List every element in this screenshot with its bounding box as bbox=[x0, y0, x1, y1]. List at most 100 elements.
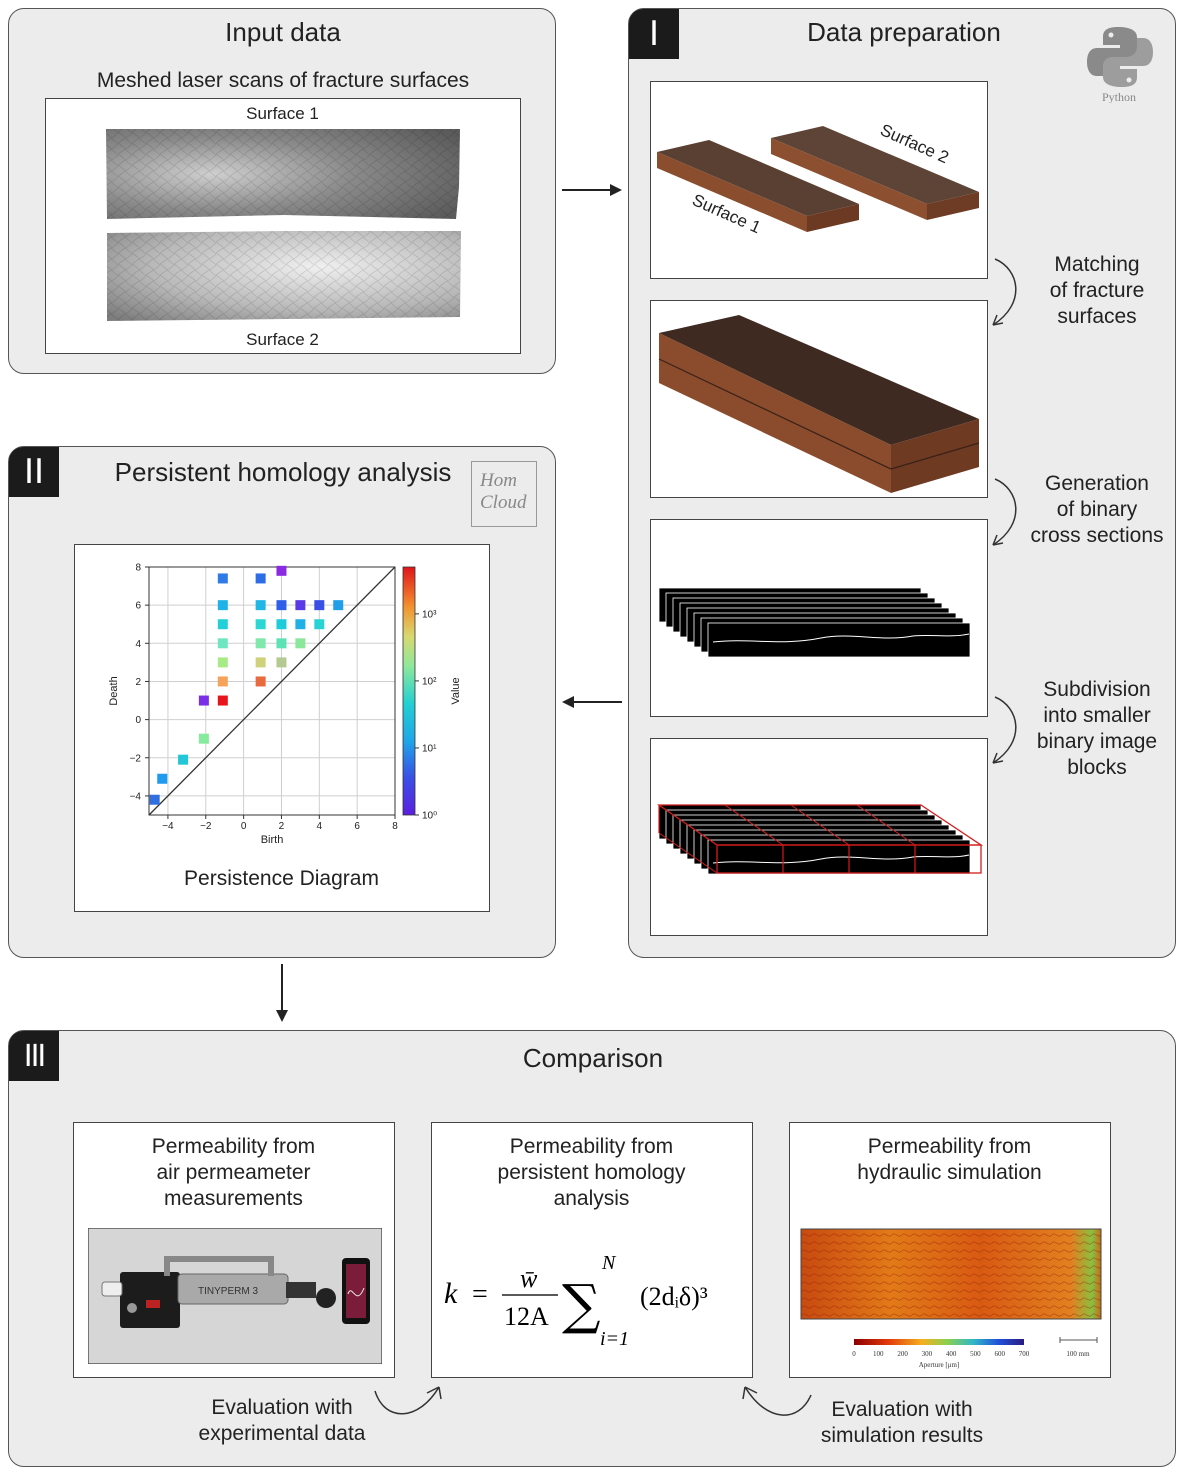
homcloud-logo: Hom Cloud bbox=[471, 461, 537, 527]
air-permeameter-text: Permeability from air permeameter measurem… bbox=[151, 1135, 316, 1210]
data-point bbox=[217, 638, 228, 649]
formula-numerator: w̄ bbox=[520, 1264, 538, 1293]
python-logo-label: Python bbox=[1102, 90, 1136, 103]
data-point bbox=[198, 733, 209, 744]
data-point bbox=[295, 600, 306, 611]
data-point bbox=[314, 619, 325, 630]
plot-frame bbox=[148, 566, 396, 816]
binary-cross-sections bbox=[658, 587, 971, 658]
panel-badge-iii: III bbox=[9, 1031, 59, 1081]
formula-sum-sign: ∑ bbox=[562, 1273, 601, 1336]
colorbar-label: Value bbox=[450, 677, 462, 704]
permeability-formula: k = w̄ 12A ∑ N i=1 (2dᵢδ)³ bbox=[444, 1252, 708, 1350]
image-blocks-box bbox=[650, 738, 988, 936]
surfaces-render-box: Surface 1 Surface 2 bbox=[650, 81, 988, 279]
data-point bbox=[198, 695, 209, 706]
laser-scan-frame: Surface 1 Surface 2 bbox=[45, 98, 521, 354]
data-point bbox=[255, 657, 266, 668]
ph-permeability-text: Permeability from persistent homology anal… bbox=[497, 1135, 686, 1210]
block-divider-top bbox=[856, 804, 916, 846]
formula-equals: = bbox=[472, 1279, 488, 1310]
hydraulic-simulation-text: Permeability from hydraulic simulation bbox=[857, 1135, 1042, 1184]
data-preparation-title: Data preparation bbox=[807, 17, 1001, 47]
simulation-result-image: 0 100 200 300 400 500 600 700 Aperture [μm] 100… bbox=[800, 1228, 1102, 1369]
tinyperm-label: TINYPERM 3 bbox=[198, 1286, 258, 1297]
block-divider-top bbox=[790, 804, 850, 846]
data-point bbox=[255, 573, 266, 584]
colorbar-tick-label: 10³ bbox=[422, 609, 437, 620]
cross-section-slice bbox=[707, 622, 971, 658]
block-fracture-trace bbox=[712, 854, 970, 864]
x-tick-label: 6 bbox=[354, 821, 360, 832]
data-point bbox=[217, 600, 228, 611]
data-point bbox=[276, 657, 287, 668]
x-tick-label: −2 bbox=[200, 821, 212, 832]
y-tick-label: 0 bbox=[135, 715, 141, 726]
hydraulic-simulation-card: Permeability from hydraulic simulation 0 1… bbox=[789, 1122, 1111, 1378]
sim-colorbar-tick-label: 400 bbox=[946, 1350, 957, 1358]
y-tick-label: −2 bbox=[130, 753, 142, 764]
data-point bbox=[217, 657, 228, 668]
data-point bbox=[276, 565, 287, 576]
tinyperm-device-photo: TINYPERM 3 bbox=[88, 1228, 382, 1364]
flow-arrow-right bbox=[562, 184, 622, 196]
step-matching-text: Matching of fracture surfaces bbox=[1049, 253, 1145, 328]
sim-colorbar-tick-label: 100 bbox=[873, 1350, 884, 1358]
binary-image-blocks bbox=[656, 804, 984, 875]
comparison-title: Comparison bbox=[522, 1043, 664, 1073]
x-tick-label: 0 bbox=[241, 821, 247, 832]
data-point bbox=[255, 619, 266, 630]
data-point bbox=[276, 638, 287, 649]
data-point bbox=[217, 676, 228, 687]
surfaces-3d-render: Surface 1 Surface 2 bbox=[657, 120, 979, 237]
diagonal-line bbox=[148, 566, 396, 816]
data-point bbox=[276, 619, 287, 630]
flow-arrow-left bbox=[562, 696, 622, 708]
fracture-trace bbox=[712, 633, 970, 643]
sim-colorbar-tick-label: 500 bbox=[970, 1350, 981, 1358]
matched-block-box bbox=[650, 300, 988, 498]
step-generation-text: Generation of binary cross sections bbox=[1030, 472, 1164, 547]
data-point bbox=[295, 619, 306, 630]
data-point bbox=[217, 619, 228, 630]
data-point bbox=[333, 600, 344, 611]
formula-term: (2dᵢδ)³ bbox=[640, 1282, 708, 1311]
colorbar-tick-label: 10⁰ bbox=[422, 811, 437, 822]
x-axis-label: Birth bbox=[261, 834, 284, 845]
colorbar-tick-label: 10¹ bbox=[422, 743, 437, 754]
sim-colorbar-tick-label: 0 bbox=[852, 1350, 856, 1358]
persistent-homology-panel: II Persistent homology analysis Hom Cloud… bbox=[8, 446, 556, 958]
panel-badge-ii: II bbox=[9, 447, 59, 497]
block-edge bbox=[658, 832, 718, 874]
data-point bbox=[255, 676, 266, 687]
formula-lhs: k bbox=[444, 1277, 458, 1310]
data-point bbox=[217, 695, 228, 706]
sim-colorbar-tick-label: 300 bbox=[922, 1350, 933, 1358]
data-point bbox=[255, 638, 266, 649]
x-tick-label: 4 bbox=[317, 821, 323, 832]
comparison-panel: III Comparison Permeability from air perm… bbox=[8, 1030, 1176, 1467]
laser-scans-image bbox=[106, 129, 461, 321]
cross-sections-box bbox=[650, 519, 988, 717]
data-point bbox=[149, 794, 160, 805]
data-preparation-panel: I Data preparation Python Surface 1 Surf… bbox=[628, 8, 1176, 958]
input-data-panel: Input data Meshed laser scans of fractur… bbox=[8, 8, 556, 374]
colorbar bbox=[402, 566, 416, 816]
data-point bbox=[217, 573, 228, 584]
matched-block-render bbox=[658, 315, 980, 493]
curved-step-arrows bbox=[992, 258, 1017, 764]
persistence-diagram-box: −4 −2 0 2 4 6 8 −4 −2 0 2 4 6 8 Birth Death 10⁰ 10¹ 10² 10³… bbox=[74, 544, 490, 912]
persistence-diagram-chart: −4 −2 0 2 4 6 8 −4 −2 0 2 4 6 8 Birth Death 10⁰ 10¹ 10² 10³… bbox=[108, 563, 462, 846]
surface2-label: Surface 2 bbox=[246, 330, 319, 349]
evaluation-arrows bbox=[374, 1386, 812, 1416]
python-logo: Python bbox=[1087, 27, 1153, 103]
data-point bbox=[157, 773, 168, 784]
x-tick-label: 8 bbox=[392, 821, 398, 832]
y-axis-label: Death bbox=[108, 676, 120, 705]
y-tick-label: −4 bbox=[130, 791, 142, 802]
flow-arrow-down bbox=[276, 964, 288, 1022]
colorbar-tick-label: 10² bbox=[422, 676, 437, 687]
y-tick-label: 4 bbox=[135, 639, 141, 650]
data-point bbox=[276, 600, 287, 611]
data-point bbox=[295, 638, 306, 649]
